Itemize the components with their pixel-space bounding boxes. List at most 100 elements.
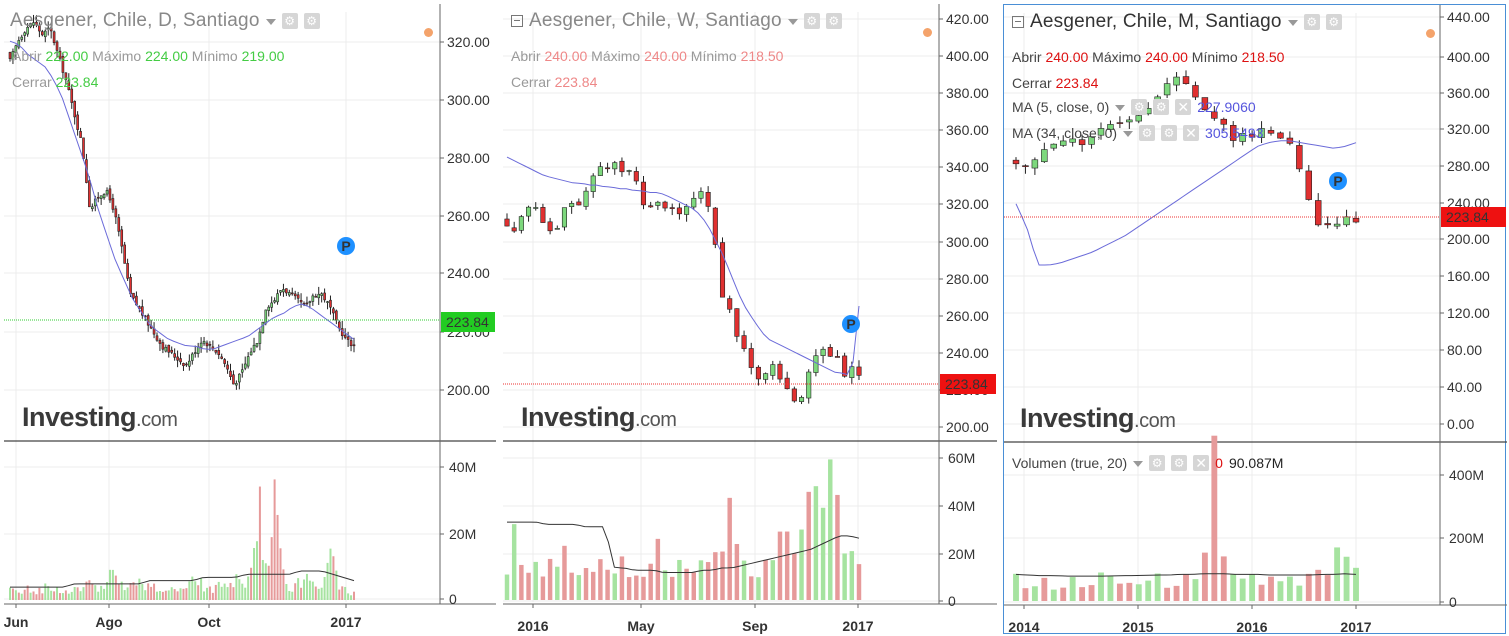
gear-icon[interactable]: ⚙ bbox=[1161, 125, 1178, 141]
watermark-suffix: .com bbox=[635, 409, 677, 431]
settings-icon[interactable]: ⚙ bbox=[1303, 14, 1320, 30]
gear-icon[interactable]: ⚙ bbox=[1325, 14, 1342, 30]
chevron-down-icon[interactable] bbox=[265, 19, 276, 25]
chart-panel-weekly[interactable]: 420.00 400.00 380.00 360.00 340.00 320.00 300.… bbox=[503, 4, 997, 634]
chart-title: Aesgener, Chile, D, Santiago bbox=[10, 10, 260, 31]
volume-bar bbox=[1305, 573, 1312, 601]
high-label: Máximo bbox=[591, 48, 641, 64]
candle bbox=[1031, 159, 1039, 169]
candle bbox=[784, 377, 790, 390]
candle bbox=[11, 51, 15, 61]
close-icon[interactable]: ✕ bbox=[1193, 455, 1210, 471]
volume-bar bbox=[76, 587, 79, 600]
chevron-down-icon[interactable] bbox=[1133, 461, 1144, 467]
chart-canvas-daily[interactable]: 320.00300.00280.00260.00240.00220.00200.… bbox=[4, 4, 496, 634]
volume-bar bbox=[158, 590, 161, 600]
volume-bar bbox=[50, 590, 53, 600]
settings-icon[interactable]: ⚙ bbox=[1131, 99, 1148, 115]
collapse-icon[interactable] bbox=[1012, 16, 1024, 28]
candle bbox=[684, 205, 690, 215]
watermark-text: Investing bbox=[22, 402, 137, 432]
candle bbox=[164, 346, 168, 352]
candle bbox=[352, 344, 356, 347]
volume-bar bbox=[749, 576, 754, 600]
candle bbox=[676, 207, 682, 215]
volume-bar bbox=[1353, 567, 1359, 601]
volume-bar bbox=[1286, 576, 1293, 601]
candle bbox=[626, 170, 632, 172]
candle bbox=[691, 197, 697, 208]
candle bbox=[91, 206, 94, 209]
chart-canvas-monthly[interactable]: 440.00 400.00 360.00 320.00 280.00 240.00 200.… bbox=[1004, 5, 1507, 635]
settings-icon[interactable]: ⚙ bbox=[803, 13, 820, 29]
p-marker-label: P bbox=[1333, 173, 1342, 189]
gear-icon[interactable]: ⚙ bbox=[1153, 99, 1170, 115]
price-tick-label: 280.00 bbox=[946, 271, 989, 287]
close-icon[interactable]: ✕ bbox=[1183, 125, 1200, 141]
volume-bar bbox=[176, 591, 179, 600]
chart-panel-monthly[interactable]: 440.00 400.00 360.00 320.00 280.00 240.00 200.… bbox=[1003, 4, 1507, 635]
volume-legend: Volumen (true, 20) ⚙ ⚙ ✕ 0 90.087M bbox=[1012, 455, 1283, 471]
volume-bar bbox=[250, 567, 253, 600]
candle bbox=[288, 292, 291, 296]
chart-panel-daily[interactable]: 320.00300.00280.00260.00240.00220.00200.… bbox=[4, 4, 496, 634]
price-tick-label: 360.00 bbox=[1447, 85, 1490, 101]
volume-value-2: 90.087M bbox=[1228, 455, 1284, 471]
ma5-value: 227.9060 bbox=[1197, 99, 1256, 115]
p-marker-icon bbox=[337, 237, 355, 255]
chevron-down-icon[interactable] bbox=[1287, 20, 1298, 26]
gear-icon[interactable]: ⚙ bbox=[303, 13, 320, 29]
candle bbox=[141, 306, 144, 316]
volume-bar bbox=[235, 574, 238, 600]
gear-icon[interactable]: ⚙ bbox=[825, 13, 842, 29]
candle bbox=[311, 295, 315, 302]
chevron-down-icon[interactable] bbox=[787, 19, 798, 25]
price-tick-label: 120.00 bbox=[1447, 305, 1490, 321]
status-dot bbox=[923, 28, 932, 37]
volume-bar bbox=[64, 590, 67, 600]
volume-value-1: 0 bbox=[1215, 455, 1223, 471]
settings-icon[interactable]: ⚙ bbox=[281, 13, 298, 29]
volume-bar bbox=[273, 479, 276, 600]
candle bbox=[326, 301, 329, 303]
volume-bar bbox=[1249, 574, 1256, 601]
settings-icon[interactable]: ⚙ bbox=[1149, 455, 1166, 471]
candle bbox=[561, 207, 567, 228]
volume-bar bbox=[526, 572, 531, 600]
gear-icon[interactable]: ⚙ bbox=[1171, 455, 1188, 471]
volume-bar bbox=[813, 486, 819, 600]
candle bbox=[193, 352, 197, 354]
candle bbox=[70, 88, 74, 103]
volume-bar bbox=[576, 575, 582, 600]
chevron-down-icon[interactable] bbox=[1115, 105, 1126, 111]
volume-bar bbox=[276, 514, 279, 600]
volume-bar bbox=[182, 588, 185, 600]
candle bbox=[52, 31, 56, 43]
candle bbox=[102, 193, 106, 199]
volume-bar bbox=[167, 590, 170, 600]
price-tick-label: 260.00 bbox=[447, 208, 490, 224]
close-legend: Cerrar 223.84 bbox=[511, 74, 597, 90]
chevron-down-icon[interactable] bbox=[1123, 131, 1134, 137]
volume-bar bbox=[569, 572, 574, 600]
low-value: 219.00 bbox=[241, 48, 285, 64]
time-tick-label: 2017 bbox=[330, 614, 361, 630]
chart-header: Aesgener, Chile, M, Santiago ⚙ ⚙ bbox=[1012, 11, 1342, 33]
collapse-icon[interactable] bbox=[511, 15, 523, 27]
volume-bar bbox=[1324, 575, 1331, 601]
price-tick-label: 300.00 bbox=[946, 234, 989, 250]
candle bbox=[337, 321, 341, 329]
candle bbox=[108, 188, 112, 201]
open-value: 222.00 bbox=[45, 48, 89, 64]
volume-bar bbox=[223, 583, 226, 600]
settings-icon[interactable]: ⚙ bbox=[1139, 125, 1156, 141]
candle bbox=[302, 303, 306, 305]
volume-bar bbox=[1145, 580, 1152, 601]
volume-bar bbox=[777, 531, 783, 600]
candle bbox=[285, 288, 288, 294]
close-icon[interactable]: ✕ bbox=[1175, 99, 1192, 115]
volume-bar bbox=[297, 578, 300, 600]
candle bbox=[267, 306, 271, 311]
chart-canvas-weekly[interactable]: 420.00 400.00 380.00 360.00 340.00 320.00 300.… bbox=[503, 4, 997, 634]
volume-bar bbox=[323, 576, 326, 600]
